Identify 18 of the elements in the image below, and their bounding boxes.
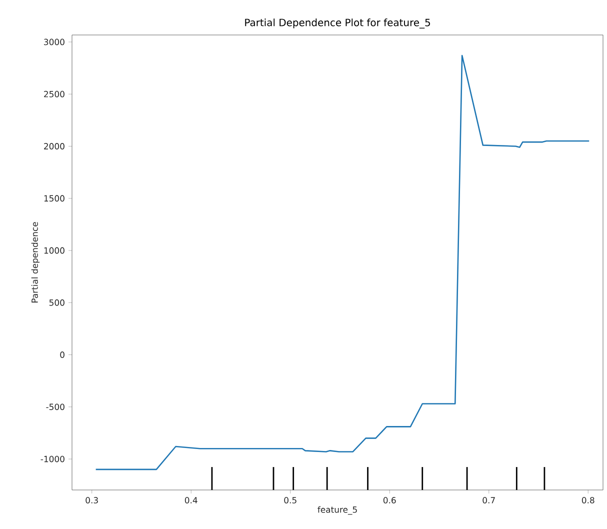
x-axis-title: feature_5	[318, 506, 357, 515]
chart-title: Partial Dependence Plot for feature_5	[245, 18, 430, 28]
y-tick-label: 0	[60, 352, 64, 358]
y-tick-label: 2000	[44, 143, 64, 150]
x-tick-label: 0.5	[284, 497, 296, 504]
x-tick-label: 0.4	[184, 497, 198, 504]
y-tick-label: 1000	[44, 247, 64, 254]
y-tick-label: 2500	[44, 90, 64, 98]
x-tick-label: 0.7	[482, 497, 495, 504]
y-tick-label: 3000	[44, 38, 64, 46]
y-tick-label: 500	[49, 299, 64, 306]
x-tick-label: 0.3	[86, 497, 98, 504]
y-axis-title: Partial dependence	[31, 222, 40, 302]
y-tick-label: 1500	[44, 195, 64, 202]
y-tick-label: -500	[46, 404, 64, 410]
y-tick-label: -1000	[40, 456, 64, 462]
x-tick-label: 0.8	[582, 497, 594, 504]
x-tick-label: 0.6	[383, 497, 396, 504]
